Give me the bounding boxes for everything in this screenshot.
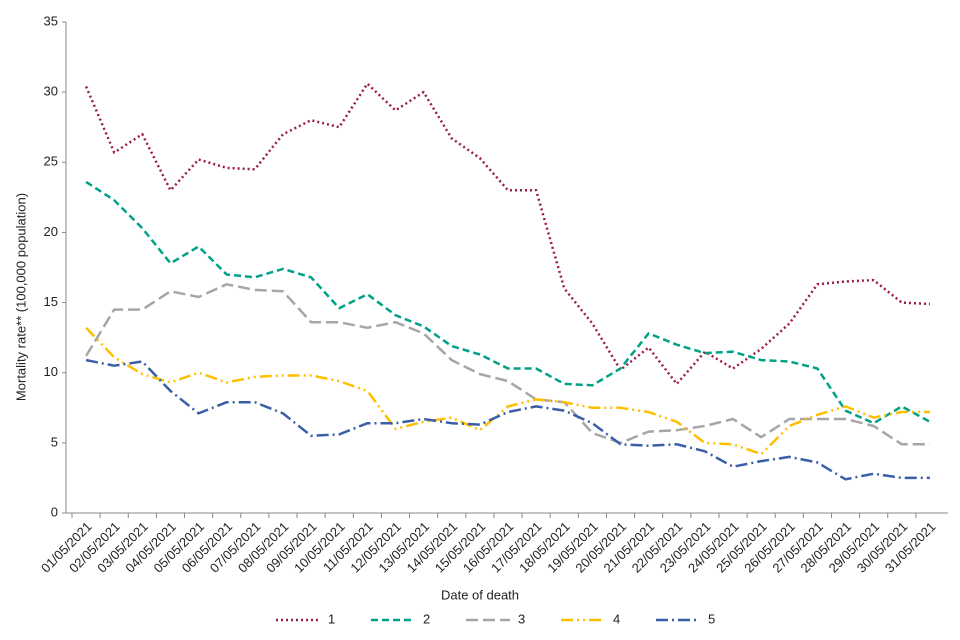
y-tick-label: 0	[51, 504, 58, 519]
x-axis-label: Date of death	[441, 587, 519, 602]
legend-label: 3	[518, 611, 525, 626]
series-line	[84, 82, 930, 386]
y-tick-label: 5	[51, 434, 58, 449]
y-tick-label: 10	[44, 364, 58, 379]
series-line	[85, 180, 931, 425]
y-tick-label: 15	[44, 294, 58, 309]
y-tick-label: 35	[44, 13, 58, 28]
y-tick-label: 20	[44, 224, 58, 239]
legend-label: 2	[423, 611, 430, 626]
legend-label: 5	[708, 611, 715, 626]
legend-label: 1	[328, 611, 335, 626]
series-line	[85, 283, 930, 446]
y-tick-label: 30	[44, 84, 58, 99]
series-line	[85, 358, 930, 481]
y-tick-label: 25	[44, 154, 58, 169]
y-axis-label: Mortality rate** (100,000 population)	[13, 193, 28, 401]
legend-label: 4	[613, 611, 620, 626]
series-line	[85, 326, 930, 456]
